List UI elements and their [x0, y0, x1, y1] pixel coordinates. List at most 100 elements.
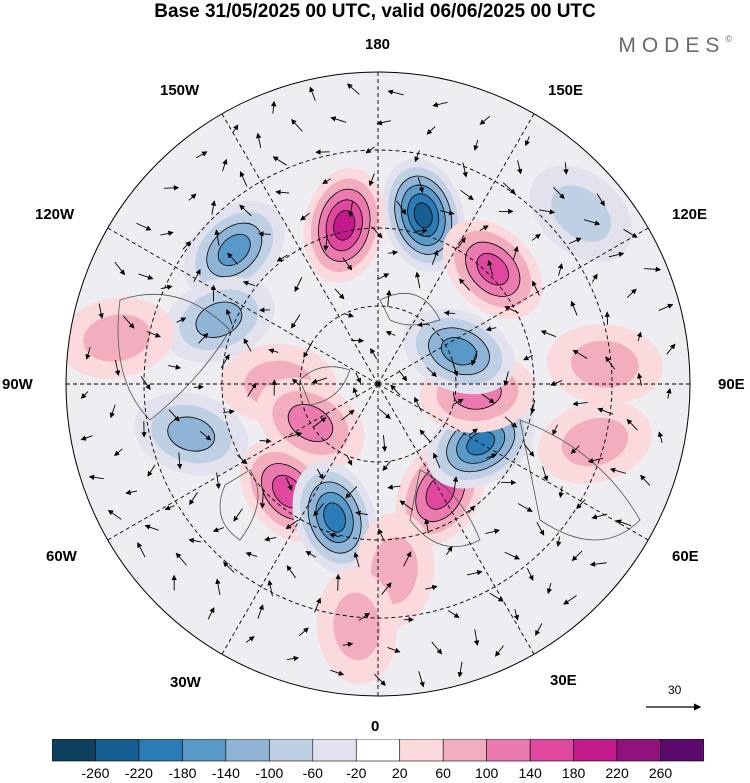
wind-vector [390, 384, 401, 396]
wind-vector [446, 545, 453, 556]
wind-vector [329, 532, 340, 539]
wind-vector [458, 278, 471, 291]
wind-vector [414, 396, 422, 412]
wind-vector [418, 671, 425, 688]
wind-vector [345, 486, 358, 499]
wind-vector [144, 524, 159, 531]
wind-vector [425, 584, 438, 591]
wind-vector [376, 120, 391, 126]
wind-vector [239, 171, 248, 187]
wind-vector [232, 124, 239, 134]
anomaly-center [538, 400, 652, 484]
wind-vector [658, 303, 674, 312]
graticule [66, 72, 690, 696]
wind-vector [398, 370, 408, 382]
wind-vector [399, 500, 414, 511]
wind-vector [591, 273, 598, 283]
colorbar-segment [52, 739, 96, 762]
wind-vector [257, 604, 264, 619]
wind-vector [666, 387, 672, 399]
colorbar-tick-label: -180 [168, 765, 197, 781]
lon-label-120e: 120E [672, 206, 708, 223]
lon-label-150e: 150E [548, 82, 584, 99]
lon-label-0: 0 [371, 718, 380, 735]
wind-vector [377, 273, 390, 280]
wind-vector [227, 252, 239, 265]
wind-vector [125, 489, 138, 495]
wind-vector [504, 551, 521, 560]
wind-vector [460, 189, 474, 201]
wind-vector [524, 136, 530, 147]
colorbar-segment [312, 739, 357, 762]
wind-vector [550, 380, 563, 386]
colorbar-segment [182, 739, 227, 762]
wind-vector [523, 443, 535, 457]
wind-vector [323, 234, 329, 252]
wind-vector [114, 359, 121, 376]
wind-vector [294, 277, 303, 292]
wind-vector [353, 551, 360, 568]
wind-vector [188, 537, 202, 544]
wind-vector [608, 251, 625, 258]
anomaly-field [66, 158, 663, 685]
wind-vector [419, 429, 431, 443]
wind-vector [502, 182, 516, 195]
wind-vector [471, 350, 478, 366]
wind-vector [485, 528, 500, 534]
wind-vector [609, 467, 627, 474]
wind-vector [175, 552, 187, 566]
wind-vector [239, 204, 252, 217]
wind-vector [378, 408, 391, 419]
colorbar-segment [355, 739, 401, 762]
wind-vector [193, 268, 201, 283]
wind-vector [563, 595, 577, 605]
wind-vector [532, 280, 540, 296]
colorbar-tick-label: -220 [124, 765, 153, 781]
figure-title: Base 31/05/2025 00 UTC, valid 06/06/2025… [154, 1, 596, 22]
wind-vector [385, 331, 396, 336]
wind-vector [270, 100, 277, 114]
colorbar-tick-label: -260 [81, 765, 110, 781]
wind-vectors [80, 83, 676, 688]
colorbar-segment [573, 739, 618, 762]
wind-vector [485, 453, 498, 459]
colorbar-tick-label: 260 [648, 765, 673, 781]
wind-vector [330, 669, 345, 676]
wind-vector [637, 372, 643, 386]
wind-vector [358, 612, 371, 621]
lon-label-30w: 30W [170, 674, 201, 691]
wind-vector [396, 200, 407, 215]
wind-vector [309, 86, 316, 101]
wind-vector [85, 347, 91, 360]
wind-vector [539, 209, 556, 215]
wind-vector [431, 249, 439, 265]
wind-vector [570, 300, 578, 316]
wind-vector [287, 431, 303, 438]
wind-vector [452, 476, 459, 491]
colorbar-tick-label: 100 [474, 765, 499, 781]
wind-vector [513, 246, 519, 260]
wind-vector [540, 330, 557, 338]
wind-vector [189, 492, 198, 506]
wind-vector [272, 156, 287, 166]
wind-vector [160, 230, 174, 237]
wind-vector [160, 284, 173, 290]
wind-vector [626, 418, 638, 431]
wind-vector [210, 200, 217, 215]
colorbar-segment [442, 739, 487, 762]
wind-vector [344, 312, 354, 318]
wind-vector [433, 452, 441, 469]
wind-vector [355, 372, 361, 384]
wind-vector [596, 193, 605, 207]
wind-vector [222, 158, 228, 172]
wind-vector [138, 273, 154, 280]
colorbar-tick-label: -60 [302, 765, 323, 781]
wind-vector [495, 645, 504, 657]
wind-vector [147, 464, 156, 477]
wind-vector [88, 474, 104, 480]
wind-vector [447, 610, 460, 619]
wind-vector [546, 582, 552, 595]
wind-vector [140, 375, 151, 391]
wind-vector [542, 466, 549, 482]
wind-vector [387, 647, 401, 653]
